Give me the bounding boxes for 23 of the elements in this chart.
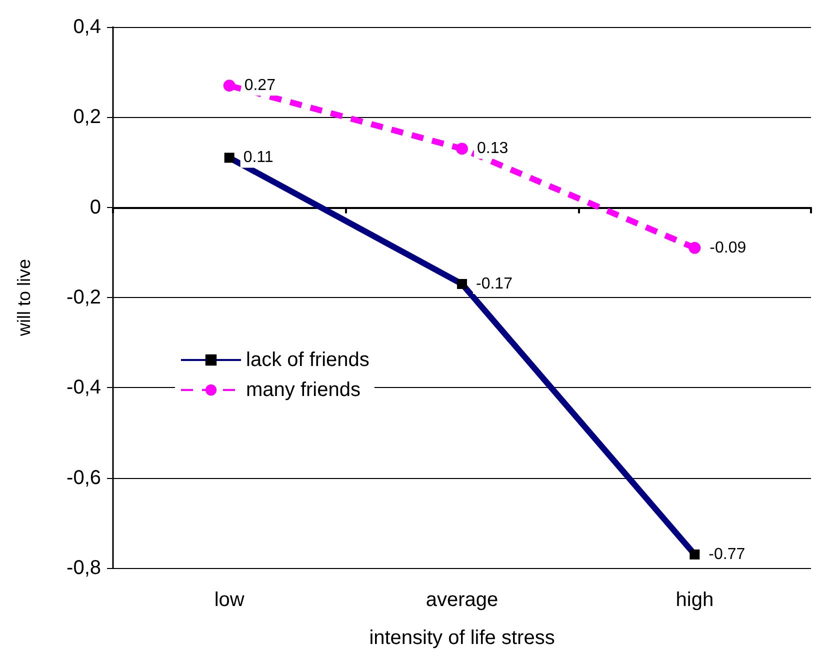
data-label: -0.17 <box>476 275 513 292</box>
point <box>456 142 468 155</box>
y-tick-label: -0,2 <box>66 286 101 308</box>
data-label: 0.11 <box>243 149 274 166</box>
x-axis-title: intensity of life stress <box>369 627 555 649</box>
data-label: 0.13 <box>477 140 508 158</box>
point <box>223 80 236 92</box>
data-label: -0.77 <box>708 546 746 563</box>
legend-label: many friends <box>246 379 360 401</box>
y-tick-label: 0 <box>90 196 101 218</box>
data-label: -0.09 <box>710 239 746 256</box>
y-axis-title: will to live <box>14 258 34 338</box>
x-tick-label: average <box>426 589 498 611</box>
y-tick-label: 0,4 <box>73 16 101 38</box>
y-tick-label: 0,2 <box>73 106 101 128</box>
data-label: 0.27 <box>244 77 276 94</box>
legend-label: lack of friends <box>246 349 370 371</box>
y-tick-label: -0,8 <box>66 557 101 579</box>
x-tick-label: low <box>214 589 245 611</box>
x-tick-label: high <box>676 589 714 611</box>
y-tick-label: -0,6 <box>66 466 101 489</box>
point <box>688 242 701 254</box>
y-tick-label: -0,4 <box>66 376 101 399</box>
